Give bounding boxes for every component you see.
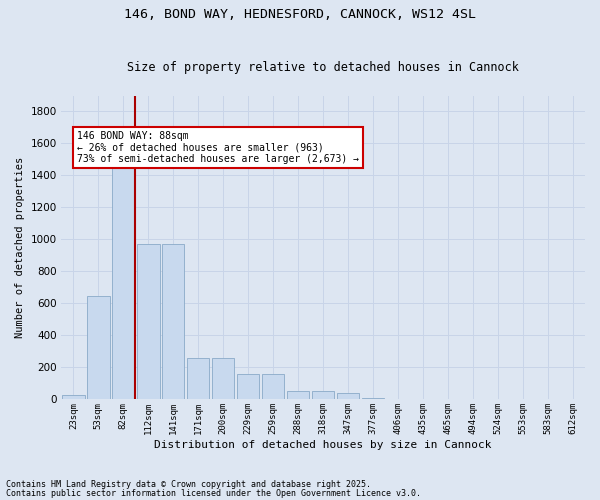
Text: 146, BOND WAY, HEDNESFORD, CANNOCK, WS12 4SL: 146, BOND WAY, HEDNESFORD, CANNOCK, WS12… [124,8,476,20]
Bar [212,358,235,400]
Bar [287,390,309,400]
Bar [262,374,284,400]
Text: 146 BOND WAY: 88sqm
← 26% of detached houses are smaller (963)
73% of semi-detac: 146 BOND WAY: 88sqm ← 26% of detached ho… [77,130,359,164]
Bar [412,398,434,400]
Bar [386,398,409,400]
Title: Size of property relative to detached houses in Cannock: Size of property relative to detached ho… [127,60,519,74]
Bar [337,393,359,400]
Y-axis label: Number of detached properties: Number of detached properties [15,157,25,338]
Bar [312,390,334,400]
X-axis label: Distribution of detached houses by size in Cannock: Distribution of detached houses by size … [154,440,492,450]
Bar [137,244,160,400]
Bar [162,244,184,400]
Text: Contains public sector information licensed under the Open Government Licence v3: Contains public sector information licen… [6,490,421,498]
Bar [187,358,209,400]
Bar [237,374,259,400]
Bar [62,394,85,400]
Bar [87,296,110,400]
Bar [112,154,134,400]
Text: Contains HM Land Registry data © Crown copyright and database right 2025.: Contains HM Land Registry data © Crown c… [6,480,371,489]
Bar [362,398,384,400]
